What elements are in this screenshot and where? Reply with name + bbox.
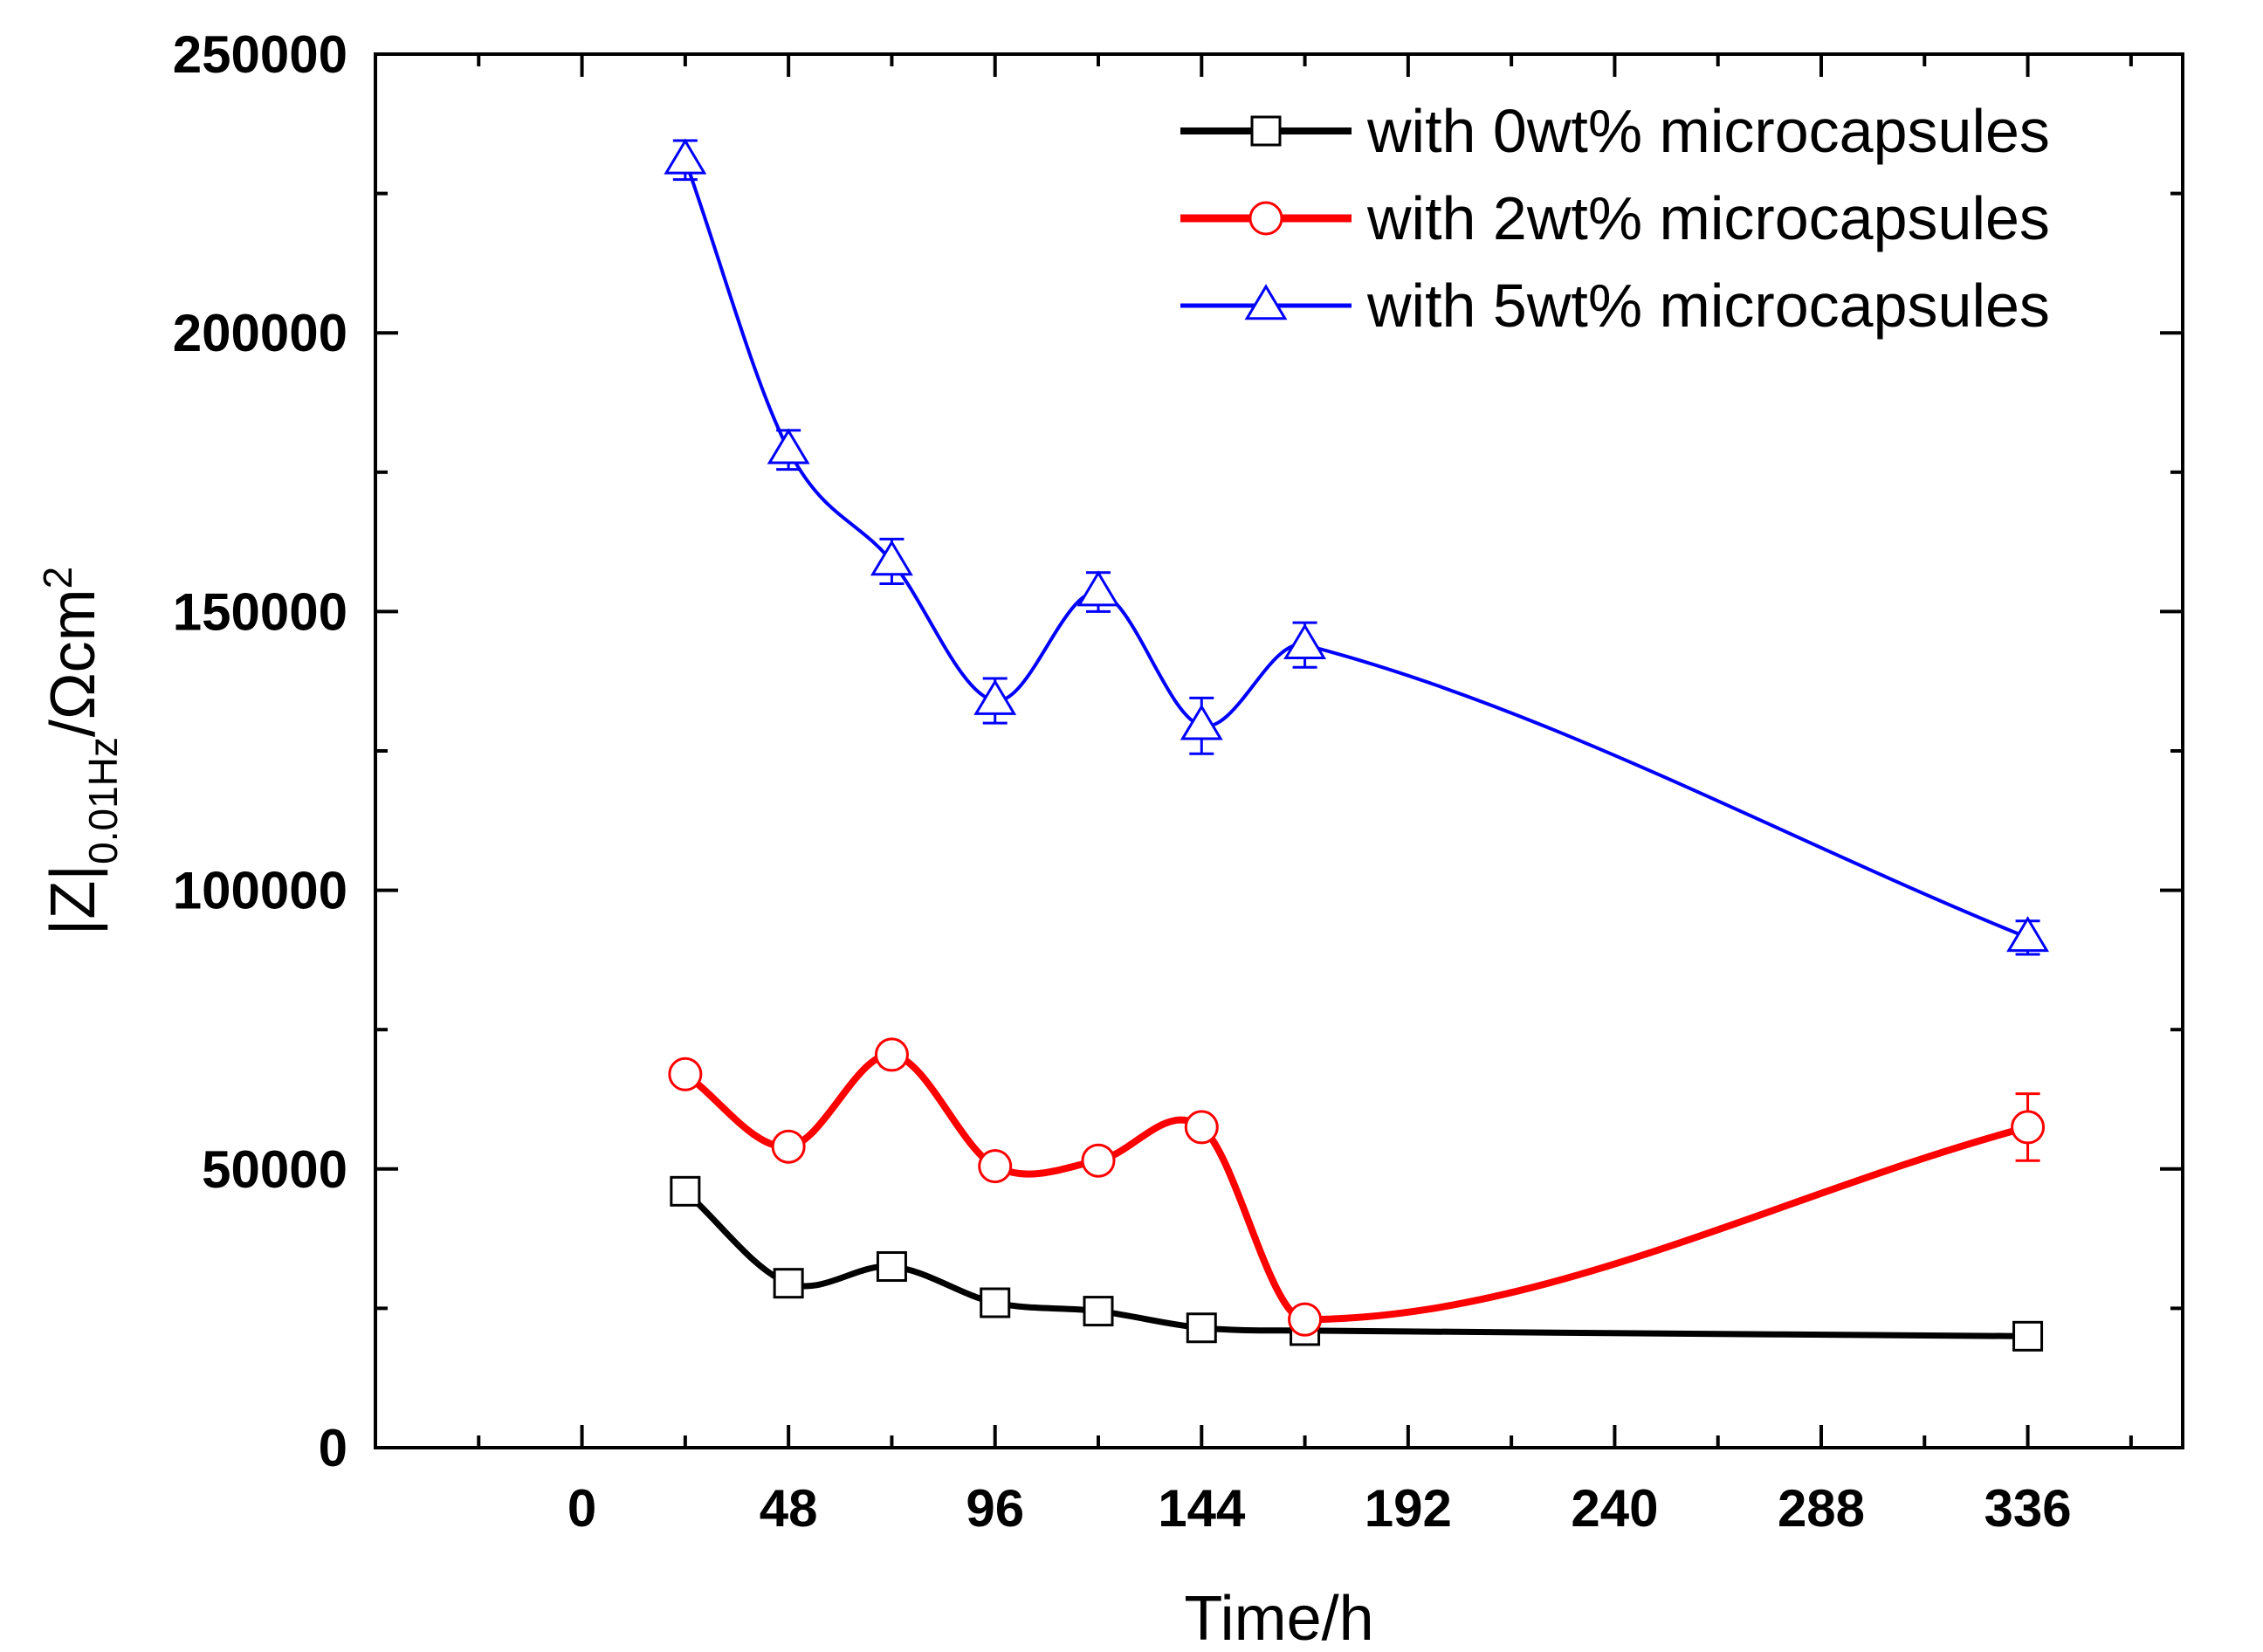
data-point-triangle xyxy=(1180,704,1223,740)
data-point-square xyxy=(876,1251,907,1283)
data-point-square xyxy=(1083,1296,1114,1327)
legend-label-1: with 0wt% microcapsules xyxy=(1366,97,2050,165)
y-tick-label: 50000 xyxy=(202,1140,347,1199)
legend-marker-3 xyxy=(1244,284,1288,320)
plot-frame xyxy=(374,52,2184,1449)
x-tick-label: 240 xyxy=(1571,1479,1658,1538)
x-tick-label: 288 xyxy=(1778,1479,1865,1538)
data-point-square xyxy=(773,1268,804,1299)
y-tick-label: 150000 xyxy=(173,582,347,641)
x-tick-label: 336 xyxy=(1984,1479,2072,1538)
data-point-circle xyxy=(1081,1143,1116,1178)
data-point-square xyxy=(1186,1312,1217,1344)
legend-marker-2 xyxy=(1248,201,1283,236)
x-tick-label: 192 xyxy=(1365,1479,1452,1538)
data-point-triangle xyxy=(870,540,913,576)
x-tick-label: 144 xyxy=(1158,1479,1246,1538)
y-axis-title: |Z|0.01Hz/Ωcm2 xyxy=(35,567,126,936)
data-point-square xyxy=(670,1175,701,1207)
data-point-triangle xyxy=(973,678,1017,715)
y-tick-label: 0 xyxy=(319,1419,347,1477)
x-tick-label: 0 xyxy=(567,1479,596,1538)
x-tick-label: 48 xyxy=(760,1479,818,1538)
y-tick-label: 200000 xyxy=(173,304,347,362)
legend: with 0wt% microcapsules with 2wt% microca… xyxy=(1180,97,2050,340)
legend-marker-1 xyxy=(1250,115,1282,147)
x-axis-title: Time/h xyxy=(1184,1584,1373,1652)
data-point-square xyxy=(980,1287,1011,1318)
axes: 0 48 96 144 192 240 288 336 0 50000 100000 150000 20… xyxy=(35,25,2184,1652)
data-point-circle xyxy=(668,1057,703,1091)
data-point-circle xyxy=(771,1129,806,1164)
y-tick-label: 250000 xyxy=(173,25,347,84)
data-point-circle xyxy=(1184,1110,1219,1145)
y-tick-label: 100000 xyxy=(173,862,347,920)
data-point-triangle xyxy=(2006,916,2050,953)
data-point-circle xyxy=(2011,1110,2046,1145)
legend-label-2: with 2wt% microcapsules xyxy=(1366,184,2050,252)
data-point-square xyxy=(2012,1320,2044,1352)
data-point-circle xyxy=(1288,1302,1323,1337)
data-point-triangle xyxy=(767,428,810,465)
data-markers xyxy=(664,138,2050,1352)
data-point-triangle xyxy=(664,138,707,175)
data-point-circle xyxy=(874,1037,909,1072)
data-point-triangle xyxy=(1283,623,1327,659)
data-point-triangle xyxy=(1076,570,1120,607)
x-tick-label: 96 xyxy=(966,1479,1024,1538)
data-point-circle xyxy=(978,1149,1013,1184)
legend-label-3: with 5wt% microcapsules xyxy=(1366,272,2050,340)
